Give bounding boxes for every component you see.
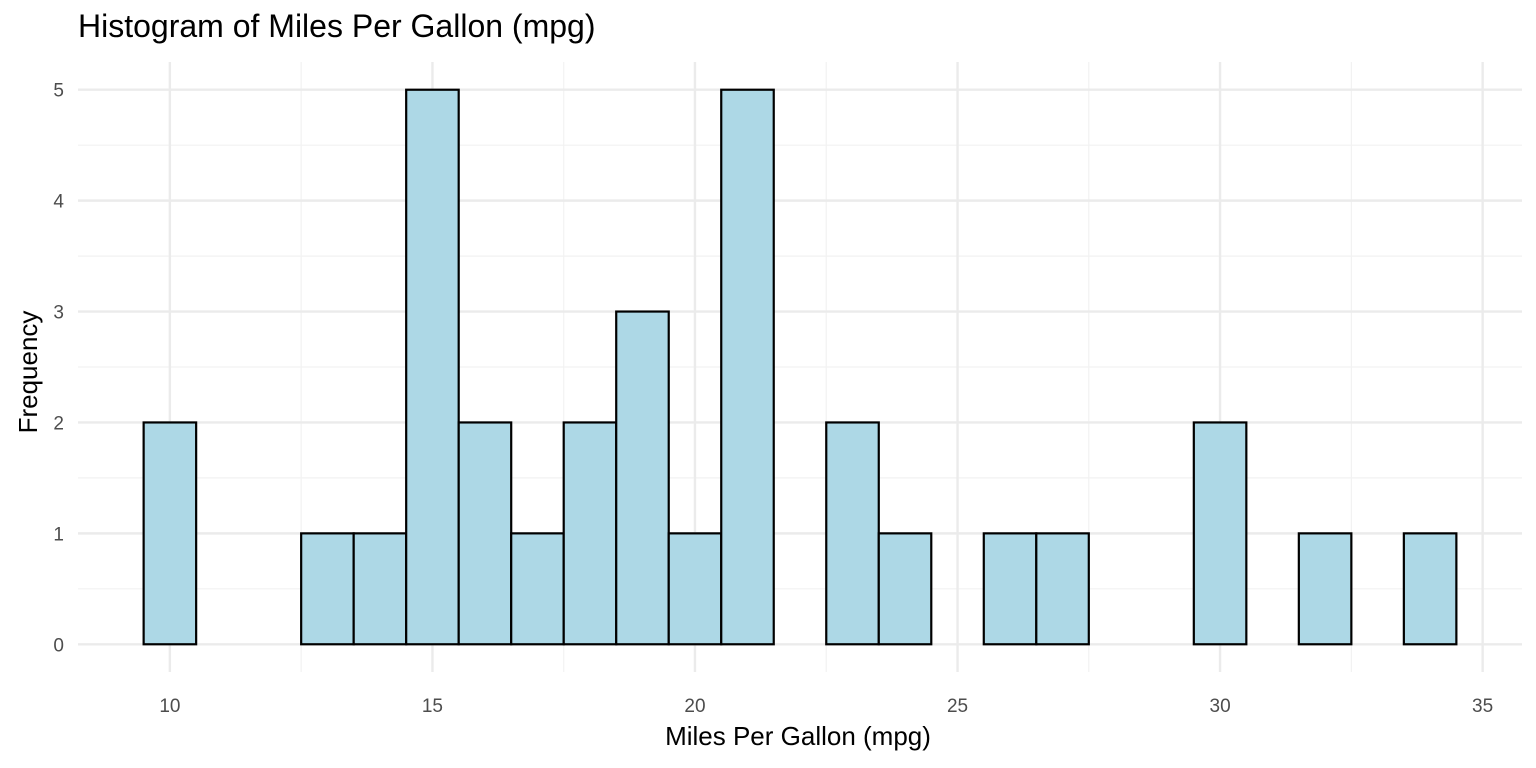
histogram-bar <box>457 421 513 646</box>
histogram-bar <box>1297 532 1353 646</box>
chart-title: Histogram of Miles Per Gallon (mpg) <box>78 8 596 44</box>
y-tick-label: 5 <box>53 81 64 102</box>
y-axis-title: Frequency <box>13 311 43 434</box>
x-tick-label: 20 <box>684 696 705 717</box>
y-tick-label: 1 <box>53 524 64 545</box>
x-tick-label: 25 <box>947 696 968 717</box>
histogram-bar <box>510 532 565 646</box>
y-tick-label: 2 <box>53 413 64 434</box>
histogram-bar <box>352 532 408 646</box>
y-tick-label: 4 <box>53 192 64 213</box>
histogram-bar <box>1035 532 1090 646</box>
y-tick-labels: 0 1 2 3 4 5 <box>53 81 64 657</box>
histogram-bar <box>667 532 723 646</box>
x-tick-label: 10 <box>159 696 180 717</box>
histogram-bar <box>1192 421 1248 646</box>
x-axis-title: Miles Per Gallon (mpg) <box>665 721 931 751</box>
histogram-bar <box>142 421 198 646</box>
histogram-bar <box>720 88 775 646</box>
histogram-bar <box>405 88 460 646</box>
y-tick-label: 3 <box>53 303 64 324</box>
x-tick-label: 30 <box>1210 696 1231 717</box>
y-tick-label: 0 <box>53 635 64 656</box>
histogram-bar <box>825 421 880 646</box>
histogram-bars <box>142 88 1458 646</box>
grid-minor <box>78 62 1522 672</box>
x-tick-labels: 10 15 20 25 30 35 <box>159 696 1493 717</box>
histogram-bar <box>300 532 355 646</box>
histogram-bar <box>1402 532 1458 646</box>
histogram-bar <box>562 421 618 646</box>
histogram-bar <box>877 532 933 646</box>
x-tick-label: 35 <box>1472 696 1493 717</box>
histogram-bar <box>615 310 670 646</box>
x-tick-label: 15 <box>422 696 443 717</box>
histogram-bar <box>982 532 1038 646</box>
